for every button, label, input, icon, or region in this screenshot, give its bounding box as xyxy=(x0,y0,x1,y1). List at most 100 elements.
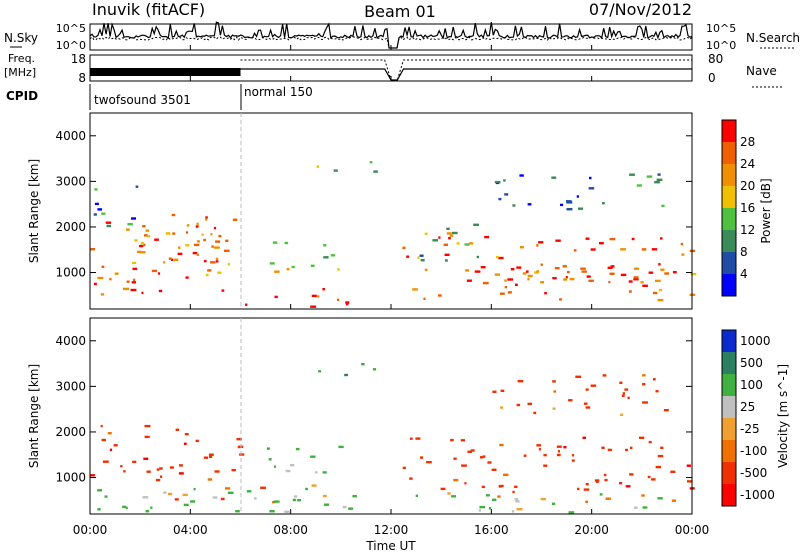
velocity-cell-1-2 xyxy=(272,501,276,504)
xtick-label-2: 08:00 xyxy=(273,523,308,537)
velocity-cell-4-21 xyxy=(687,480,693,483)
nave-trace xyxy=(240,59,692,81)
power-cell-9-16 xyxy=(602,202,605,205)
velocity-colorbar-swatch-6 xyxy=(722,462,736,484)
velocity-cell-4-55 xyxy=(582,436,586,439)
power-cell-9-0 xyxy=(566,208,573,211)
power-cell-4-8 xyxy=(274,270,280,273)
nave-tick-low: 0 xyxy=(708,71,716,85)
freq-tick-low: 8 xyxy=(78,71,86,85)
power-cell-9-18 xyxy=(560,203,564,207)
power-cell-0-1 xyxy=(203,238,206,242)
power-cell-5-59 xyxy=(664,272,670,275)
velocity-cell-5-8 xyxy=(642,506,648,509)
velocity-cell-4-34 xyxy=(577,487,580,491)
xtick-label-4: 16:00 xyxy=(474,523,509,537)
power-cell-5-53 xyxy=(527,274,533,278)
velocity-cell-0-21 xyxy=(160,475,163,478)
power-cell-0-36 xyxy=(196,222,199,226)
velocity-cell-4-57 xyxy=(415,437,421,440)
power-cell-3-5 xyxy=(322,288,325,291)
power-cell-2-4 xyxy=(145,229,150,232)
velocity-cell-4-39 xyxy=(601,446,605,449)
velocity-heatmap-cells xyxy=(90,363,695,514)
power-cell-10-0 xyxy=(93,213,97,216)
power-cell-0-48 xyxy=(213,226,217,230)
velocity-cell-4-33 xyxy=(607,448,612,452)
velocity-cell-4-53 xyxy=(629,473,634,476)
power-cell-5-51 xyxy=(562,265,567,268)
power-cell-9-4 xyxy=(629,173,635,176)
velocity-cell-4-29 xyxy=(556,445,562,448)
velocity-colorbar-tick-0: 1000 xyxy=(740,334,771,348)
velocity-cell-0-24 xyxy=(239,453,245,456)
velocity-cell-5-13 xyxy=(585,500,588,503)
velocity-cell-4-36 xyxy=(571,459,575,462)
power-cell-3-8 xyxy=(274,295,278,299)
velocity-cell-7-2 xyxy=(622,392,625,395)
velocity-cell-2-1 xyxy=(193,487,196,491)
velocity-cell-5-2 xyxy=(486,494,490,497)
power-cell-6-9 xyxy=(419,254,424,257)
velocity-cell-2-2 xyxy=(168,492,173,496)
power-cell-9-14 xyxy=(551,176,557,179)
velocity-cell-7-1 xyxy=(619,381,623,384)
power-cell-0-17 xyxy=(126,228,130,231)
velocity-cell-0-6 xyxy=(100,424,103,428)
power-cell-9-8 xyxy=(504,193,509,196)
velocity-cell-4-9 xyxy=(596,480,599,483)
power-cell-2-10 xyxy=(134,239,138,242)
power-cell-5-41 xyxy=(631,237,635,241)
velocity-cell-1-8 xyxy=(97,489,103,492)
velocity-cell-0-31 xyxy=(207,478,213,481)
power-colorbar: 4 8 12 16 20 24 28 xyxy=(721,119,755,297)
power-cell-9-13 xyxy=(503,179,506,182)
velocity-cell-4-22 xyxy=(512,490,515,494)
velocity-cell-4-46 xyxy=(647,475,651,479)
velocity-cell-5-6 xyxy=(657,497,663,500)
nsearch-tick-high: 10^5 xyxy=(706,22,736,35)
velocity-cell-0-7 xyxy=(109,448,113,451)
power-cell-9-23 xyxy=(527,203,532,206)
velocity-cell-4-18 xyxy=(467,450,472,453)
velocity-cell-7-6 xyxy=(602,374,607,377)
velocity-cell-5-0 xyxy=(551,502,556,505)
power-cell-5-19 xyxy=(567,270,570,274)
velocity-cell-0-27 xyxy=(113,444,118,447)
velocity-cell-0-32 xyxy=(156,468,160,471)
velocity-cell-4-8 xyxy=(619,482,623,485)
velocity-colorbar-swatch-4 xyxy=(722,418,736,440)
power-colorbar-tick-1: 8 xyxy=(740,245,748,259)
power-cell-5-75 xyxy=(468,242,474,245)
power-cell-5-27 xyxy=(672,271,677,274)
power-colorbar-tick-2: 12 xyxy=(740,223,755,237)
power-cell-0-34 xyxy=(123,287,129,291)
velocity-cell-5-9 xyxy=(478,509,481,512)
velocity-cell-7-17 xyxy=(527,402,532,406)
velocity-cell-4-7 xyxy=(604,478,608,482)
power-cell-5-29 xyxy=(641,248,647,251)
velocity-cell-7-22 xyxy=(585,388,589,391)
velocity-cell-7-9 xyxy=(642,401,648,404)
power-cell-4-2 xyxy=(323,244,327,247)
power-cell-5-11 xyxy=(653,291,658,295)
velocity-cell-4-31 xyxy=(461,464,467,467)
power-ytick-label-3: 4000 xyxy=(55,129,86,143)
velocity-cell-4-50 xyxy=(470,449,475,452)
velocity-cell-4-58 xyxy=(629,446,633,450)
velocity-cell-0-9 xyxy=(209,455,213,458)
velocity-cell-1-5 xyxy=(125,506,128,510)
velocity-cell-2-3 xyxy=(225,487,231,490)
power-cell-7-12 xyxy=(552,277,557,280)
power-cell-0-23 xyxy=(163,261,166,264)
velocity-cell-3-5 xyxy=(295,447,300,451)
velocity-cell-4-43 xyxy=(450,438,454,442)
velocity-cell-4-60 xyxy=(625,485,631,488)
xtick-label-6: 00:00 xyxy=(675,523,710,537)
velocity-cell-7-0 xyxy=(590,384,597,387)
velocity-cell-4-12 xyxy=(453,478,459,482)
nave-label: Nave xyxy=(746,64,777,78)
power-cell-5-34 xyxy=(599,242,604,245)
velocity-cell-3-9 xyxy=(322,471,327,474)
power-cell-5-2 xyxy=(498,256,504,260)
